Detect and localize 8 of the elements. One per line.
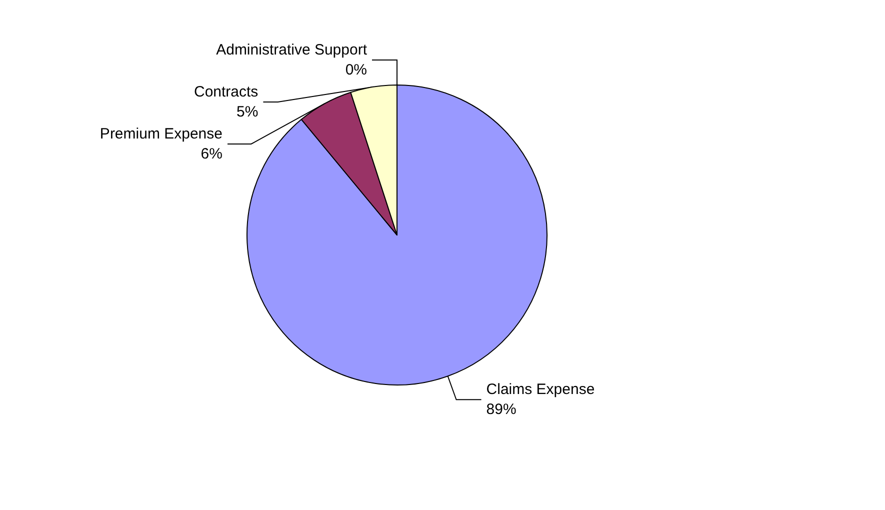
text: 0% xyxy=(345,62,367,78)
category-label: Administrative Support xyxy=(216,42,367,58)
slice-label: Premium Expense xyxy=(100,126,222,142)
data-label: 6% xyxy=(200,146,222,162)
slice-label: Contracts xyxy=(194,84,258,100)
data-label: 89% xyxy=(486,401,516,418)
slice-label: Claims Expense xyxy=(486,381,595,398)
data-label: 5% xyxy=(236,104,258,120)
